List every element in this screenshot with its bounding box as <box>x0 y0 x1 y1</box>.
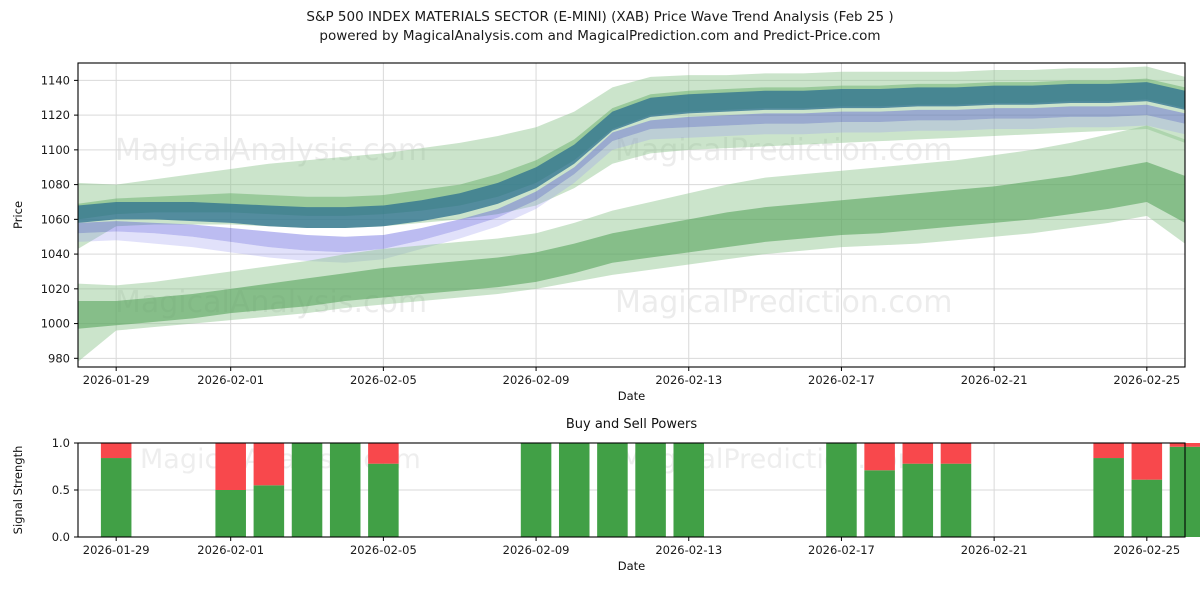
bar-buy-power <box>1093 458 1124 537</box>
plot-border <box>77 62 1186 368</box>
title-line-1: S&P 500 INDEX MATERIALS SECTOR (E-MINI) … <box>306 9 894 25</box>
title-line-2: powered by MagicalAnalysis.com and Magic… <box>319 28 881 44</box>
x-axis-title: Date <box>618 559 646 573</box>
y-tick-label: 980 <box>48 351 70 365</box>
x-tick-label: 2026-02-17 <box>808 543 875 557</box>
bar-buy-power <box>558 443 590 537</box>
x-tick-label: 2026-02-05 <box>350 543 417 557</box>
bar-sell-power <box>1093 443 1124 459</box>
watermark-text: MagicalPrediction.com <box>615 133 953 168</box>
x-tick-label: 2026-02-25 <box>1113 373 1180 387</box>
y-tick-label: 1040 <box>41 247 70 261</box>
x-tick-label: 2026-02-21 <box>961 373 1028 387</box>
bar-buy-power <box>597 443 628 537</box>
bar-buy-power <box>864 470 895 537</box>
band-blue-core-band <box>78 82 1185 229</box>
watermark-text: MagicalAnalysis.com <box>115 133 427 168</box>
x-tick-label: 2026-01-29 <box>83 373 150 387</box>
bar-buy-power <box>1131 479 1163 537</box>
bar-buy-power <box>291 443 323 537</box>
bar-sell-power <box>100 443 132 459</box>
x-tick-label: 2026-02-13 <box>655 543 722 557</box>
buy-sell-power-chart: Buy and Sell PowersMagicalAnalysis.comMa… <box>11 417 1200 573</box>
y-axis-title: Signal Strength <box>11 446 25 535</box>
x-tick-label: 2026-02-13 <box>655 373 722 387</box>
bar-buy-power <box>215 490 246 537</box>
y-tick-label: 1000 <box>41 317 70 331</box>
band-blue-violet-lower-halo <box>78 104 1185 253</box>
bar-buy-power <box>368 463 399 537</box>
bar-sell-power <box>253 443 285 486</box>
bar-buy-power <box>826 443 857 537</box>
bar-sell-power <box>215 443 246 490</box>
x-tick-label: 2026-02-01 <box>197 373 264 387</box>
y-axis-title: Price <box>11 201 25 229</box>
bar-buy-power <box>635 443 666 537</box>
band-blue-pale-halo <box>78 115 1185 263</box>
x-tick-label: 2026-01-29 <box>83 543 150 557</box>
x-tick-label: 2026-02-09 <box>503 373 570 387</box>
bar-buy-power <box>940 463 972 537</box>
y-tick-label: 1020 <box>41 282 70 296</box>
bar-sell-power <box>368 443 399 464</box>
x-tick-label: 2026-02-09 <box>503 543 570 557</box>
bar-buy-power <box>329 443 361 537</box>
x-tick-label: 2026-02-21 <box>961 543 1028 557</box>
x-tick-label: 2026-02-17 <box>808 373 875 387</box>
y-tick-label: 1.0 <box>52 436 70 450</box>
y-tick-label: 1100 <box>41 143 70 157</box>
x-axis-title: Date <box>618 389 646 403</box>
bar-buy-power <box>902 463 934 537</box>
bar-sell-power <box>864 443 895 471</box>
y-tick-label: 1060 <box>41 212 70 226</box>
y-tick-label: 1080 <box>41 178 70 192</box>
x-tick-label: 2026-02-05 <box>350 373 417 387</box>
x-tick-label: 2026-02-25 <box>1113 543 1180 557</box>
y-tick-label: 1120 <box>41 108 70 122</box>
page-title: S&P 500 INDEX MATERIALS SECTOR (E-MINI) … <box>0 8 1200 46</box>
bar-buy-power <box>673 443 705 537</box>
subplot-title: Buy and Sell Powers <box>566 417 697 432</box>
bar-sell-power <box>902 443 934 464</box>
band-lower-green-band-inner <box>78 162 1185 329</box>
y-tick-label: 0.0 <box>52 530 70 544</box>
bar-buy-power <box>100 458 132 537</box>
bar-buy-power <box>520 443 552 537</box>
x-tick-label: 2026-02-01 <box>197 543 264 557</box>
y-tick-label: 0.5 <box>52 483 70 497</box>
price-wave-chart: MagicalAnalysis.com MagicalPrediction.com… <box>11 62 1186 403</box>
bar-sell-power <box>1131 443 1163 480</box>
y-tick-label: 1140 <box>41 73 70 87</box>
bar-sell-power <box>940 443 972 464</box>
bar-buy-power <box>253 485 285 537</box>
watermark-text: MagicalPrediction.com <box>615 285 953 320</box>
